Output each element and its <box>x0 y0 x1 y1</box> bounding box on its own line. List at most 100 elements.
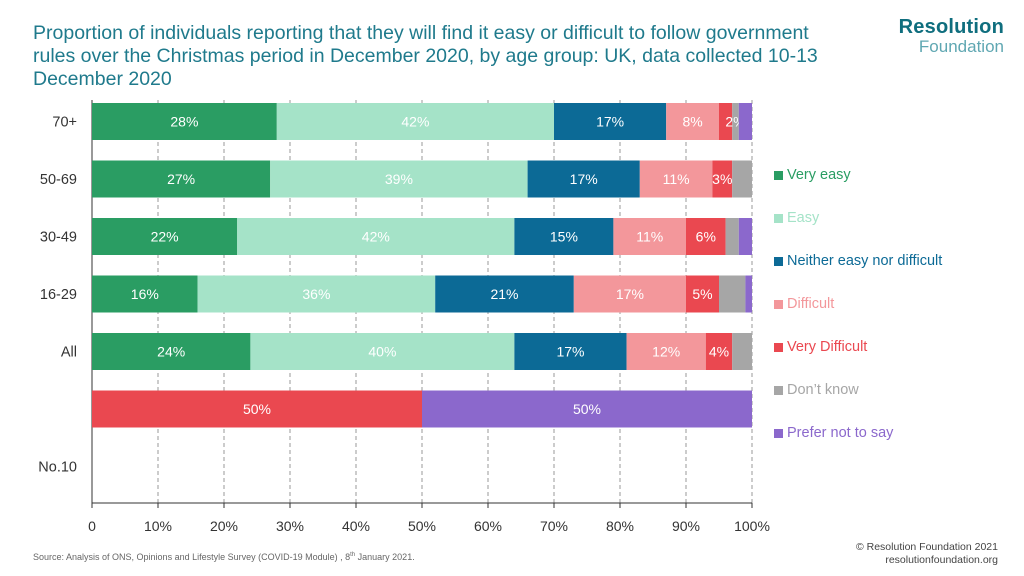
bar-segment <box>613 218 686 255</box>
x-tick-label: 10% <box>144 518 172 534</box>
bar-segment <box>250 333 515 370</box>
source-superscript: th <box>350 552 356 558</box>
x-tick-label: 30% <box>276 518 304 534</box>
x-tick-label: 0 <box>88 518 96 534</box>
bar-segment <box>92 218 238 255</box>
category-label: 16-29 <box>40 287 77 303</box>
bar-segment <box>92 275 198 313</box>
legend-swatch <box>774 429 783 438</box>
legend-swatch <box>774 214 783 223</box>
data-label: 6% <box>696 229 716 245</box>
bar-segment <box>92 160 271 198</box>
bar-segment <box>686 275 719 313</box>
x-tick-label: 20% <box>210 518 238 534</box>
bar-segment <box>732 103 739 140</box>
bar-segment <box>276 103 554 140</box>
x-tick-label: 50% <box>408 518 436 534</box>
data-label: 17% <box>616 286 644 302</box>
bar-segment <box>725 218 739 255</box>
data-label: 11% <box>663 171 690 187</box>
bar-segment <box>745 275 752 313</box>
bar-segment <box>527 160 640 198</box>
data-label: 50% <box>243 401 271 417</box>
data-label: 42% <box>362 229 390 245</box>
bar-segment <box>666 103 719 140</box>
legend-swatch <box>774 257 783 266</box>
bar-segment <box>435 275 574 313</box>
data-label: 50% <box>573 401 601 417</box>
bar-segment <box>639 160 713 198</box>
resolution-foundation-logo: Resolution Foundation <box>899 16 1004 56</box>
data-label: 17% <box>596 114 624 130</box>
bar-segment <box>422 390 752 428</box>
legend-label: Very Difficult <box>787 339 868 355</box>
data-label: 11% <box>636 229 663 245</box>
category-label: No.10 <box>38 460 77 476</box>
data-label: 28% <box>170 114 198 130</box>
source-text-end: January 2021. <box>355 552 415 562</box>
bar-segment <box>712 160 733 198</box>
bar-segment <box>92 103 277 140</box>
bar-segment <box>719 103 733 140</box>
legend-swatch <box>774 300 783 309</box>
legend-swatch <box>774 386 783 395</box>
bar-segment <box>92 333 251 370</box>
data-label: 39% <box>385 171 413 187</box>
x-tick-label: 100% <box>734 518 770 534</box>
data-label: 27% <box>167 171 195 187</box>
data-label: 24% <box>157 344 185 360</box>
legend-label: Difficult <box>787 296 835 312</box>
bar-segment <box>738 103 752 140</box>
copyright-note: © Resolution Foundation 2021 resolutionf… <box>856 541 998 567</box>
source-note: Source: Analysis of ONS, Opinions and Li… <box>33 552 415 562</box>
legend-swatch <box>774 171 783 180</box>
bar-segment <box>738 218 752 255</box>
category-label: 30-49 <box>40 230 77 246</box>
bar-segment <box>514 218 614 255</box>
bar-segment <box>237 218 515 255</box>
bar-segment <box>626 333 706 370</box>
bar-segment <box>554 103 667 140</box>
bar-segment <box>732 160 752 198</box>
category-label: 70+ <box>52 115 77 131</box>
data-label: 40% <box>368 344 396 360</box>
bar-segment <box>705 333 733 370</box>
data-label: 12% <box>652 344 680 360</box>
x-tick-label: 90% <box>672 518 700 534</box>
data-label: 22% <box>151 229 179 245</box>
data-label: 17% <box>556 344 584 360</box>
bar-segment <box>719 275 746 313</box>
data-label: 5% <box>692 286 712 302</box>
data-label: 15% <box>550 229 578 245</box>
data-label: 17% <box>570 171 598 187</box>
legend-label: Very easy <box>787 167 851 183</box>
x-tick-label: 60% <box>474 518 502 534</box>
legend-label: Prefer not to say <box>787 425 894 441</box>
legend-label: Easy <box>787 210 820 226</box>
data-label: 21% <box>490 286 518 302</box>
data-label: 42% <box>401 114 429 130</box>
bar-segment <box>686 218 726 255</box>
bar-segment <box>197 275 436 313</box>
category-label: All <box>61 345 77 361</box>
bar-segment <box>270 160 528 198</box>
bar-segment <box>732 333 752 370</box>
source-text: Source: Analysis of ONS, Opinions and Li… <box>33 552 351 562</box>
data-label: 3% <box>712 171 732 187</box>
data-label: 8% <box>682 114 702 130</box>
data-label: 16% <box>131 286 159 302</box>
legend-swatch <box>774 343 783 352</box>
x-tick-label: 80% <box>606 518 634 534</box>
legend-label: Don’t know <box>787 382 859 398</box>
bar-segment <box>514 333 627 370</box>
x-tick-label: 40% <box>342 518 370 534</box>
website-text: resolutionfoundation.org <box>885 554 998 566</box>
legend-label: Neither easy nor difficult <box>787 253 943 269</box>
data-label: 36% <box>302 286 330 302</box>
bar-segment <box>573 275 686 313</box>
category-label: 50-69 <box>40 172 77 188</box>
bar-segment <box>92 390 422 428</box>
chart-title: Proportion of individuals reporting that… <box>33 22 818 90</box>
copyright-text: © Resolution Foundation 2021 <box>855 541 998 553</box>
